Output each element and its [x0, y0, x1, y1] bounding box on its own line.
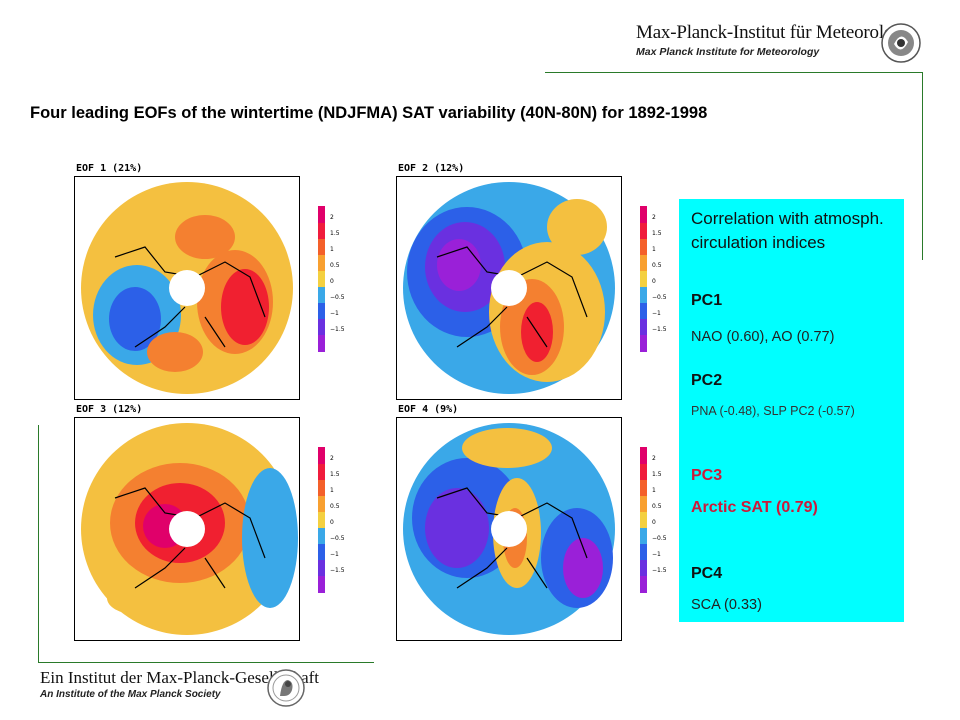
- info-intro: Correlation with atmosph. circulation in…: [691, 209, 884, 252]
- mpi-meteorology-logo-icon: [881, 23, 921, 63]
- colorbar-ticks: 2 1.5 1 0.5 0 −0.5 −1 −1.5: [652, 214, 667, 333]
- pc2-description: PNA (-0.48), SLP PC2 (-0.57): [691, 404, 855, 418]
- map-frame: [74, 176, 300, 400]
- header-vertical-divider: [922, 72, 923, 260]
- slide-title: Four leading EOFs of the wintertime (NDJ…: [30, 104, 708, 122]
- colorbar-eof3: [318, 447, 325, 593]
- pc3-description: Arctic SAT (0.79): [691, 499, 818, 516]
- colorbar-ticks: 2 1.5 1 0.5 0 −0.5 −1 −1.5: [330, 455, 345, 574]
- header-divider: [545, 72, 923, 73]
- colorbar-ticks: 2 1.5 1 0.5 0 −0.5 −1 −1.5: [652, 455, 667, 574]
- correlation-info-box: Correlation with atmosph. circulation in…: [679, 199, 904, 622]
- polar-map-eof1: [81, 182, 293, 394]
- colorbar-eof2: [640, 206, 647, 352]
- pc1-description: NAO (0.60), AO (0.77): [691, 329, 835, 345]
- colorbar-eof4: [640, 447, 647, 593]
- polar-map-eof3: [81, 423, 298, 635]
- panel-label: EOF 1 (21%): [76, 163, 143, 174]
- colorbar-eof1: [318, 206, 325, 352]
- map-frame: [396, 417, 622, 641]
- footer-title: Ein Institut der Max-Planck-Gesellschaft: [40, 668, 320, 687]
- institute-title: Max-Planck-Institut für Meteorologie: [636, 22, 916, 43]
- panel-label: EOF 2 (12%): [398, 163, 465, 174]
- colorbar-ticks: 2 1.5 1 0.5 0 −0.5 −1 −1.5: [330, 214, 345, 333]
- institute-subtitle: Max Planck Institute for Meteorology: [636, 46, 820, 58]
- footer-vertical-divider: [38, 425, 39, 662]
- pc2-label: PC2: [691, 372, 723, 389]
- institute-header: Max-Planck-Institut für Meteorologie Max…: [636, 22, 916, 58]
- footer-subtitle: An Institute of the Max Planck Society: [40, 689, 221, 700]
- pc3-label: PC3: [691, 467, 723, 484]
- panel-label: EOF 3 (12%): [76, 404, 143, 415]
- map-frame: [74, 417, 300, 641]
- pc1-label: PC1: [691, 292, 723, 309]
- panel-label: EOF 4 (9%): [398, 404, 459, 415]
- polar-map-eof2: [403, 182, 615, 394]
- minerva-logo-icon: [267, 669, 305, 707]
- pc4-description: SCA (0.33): [691, 597, 762, 613]
- polar-map-eof4: [403, 423, 615, 635]
- pc4-label: PC4: [691, 565, 723, 582]
- map-frame: [396, 176, 622, 400]
- footer-divider: [38, 662, 374, 663]
